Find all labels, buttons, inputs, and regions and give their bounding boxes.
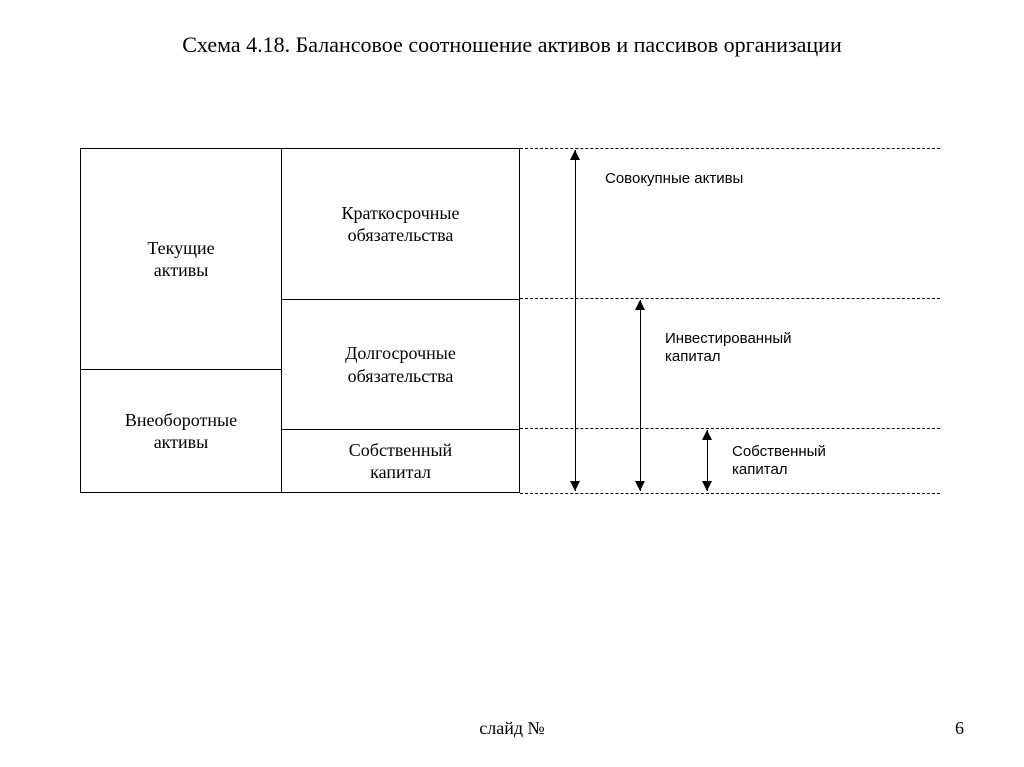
cell-equity: Собственныйкапитал <box>282 429 519 492</box>
assets-column: Текущиеактивы Внеоборотныеактивы <box>81 149 281 492</box>
slide: Схема 4.18. Балансовое соотношение актив… <box>0 0 1024 767</box>
dash-line-top <box>520 148 940 149</box>
cell-fixed-assets: Внеоборотныеактивы <box>81 369 281 492</box>
cell-long-term-liab: Долгосрочныеобязательства <box>282 299 519 429</box>
dash-line-bottom <box>520 493 940 494</box>
label-total-assets: Совокупные активы <box>605 170 743 188</box>
footer-slide-label: слайд № <box>0 718 1024 739</box>
liabilities-column: Краткосрочныеобязательства Долгосрочныео… <box>281 149 519 492</box>
cell-current-assets: Текущиеактивы <box>81 149 281 369</box>
dash-line-mid2 <box>520 428 940 429</box>
slide-title: Схема 4.18. Балансовое соотношение актив… <box>0 32 1024 58</box>
cell-short-term-liab: Краткосрочныеобязательства <box>282 149 519 299</box>
dash-line-mid1 <box>520 298 940 299</box>
label-invested-capital: Инвестированныйкапитал <box>665 330 792 366</box>
footer-page-number: 6 <box>955 718 964 739</box>
label-equity: Собственныйкапитал <box>732 443 826 479</box>
balance-table: Текущиеактивы Внеоборотныеактивы Краткос… <box>80 148 520 493</box>
